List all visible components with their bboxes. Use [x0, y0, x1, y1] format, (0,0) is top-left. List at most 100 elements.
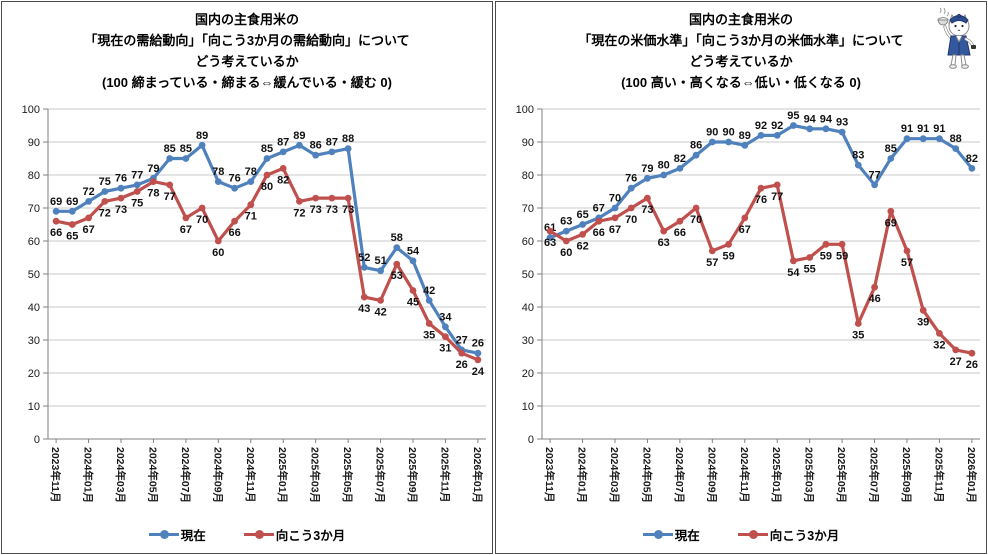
series-current — [546, 122, 976, 242]
svg-text:100: 100 — [516, 104, 534, 116]
gridlines — [48, 108, 486, 407]
svg-text:2024年05月: 2024年05月 — [640, 447, 653, 503]
svg-text:78: 78 — [147, 188, 159, 200]
svg-text:20: 20 — [28, 368, 40, 380]
svg-text:30: 30 — [522, 335, 534, 347]
title-line-4: (100 高い・高くなる⇔低い・低くなる 0) — [621, 75, 861, 90]
svg-text:85: 85 — [180, 143, 192, 155]
svg-text:2024年07月: 2024年07月 — [673, 447, 686, 503]
svg-text:80: 80 — [261, 181, 273, 193]
svg-text:82: 82 — [966, 153, 978, 165]
svg-text:60: 60 — [522, 236, 534, 248]
svg-text:67: 67 — [593, 202, 605, 214]
title-line-3: どう考えているか — [195, 54, 299, 69]
rice-mascot-icon — [937, 7, 976, 69]
svg-text:95: 95 — [787, 110, 799, 122]
series-data-labels: 6163656770767980828690908992929594949383… — [544, 110, 978, 234]
axes — [43, 108, 486, 443]
legend-label-next-3-months: 向こう3か月 — [275, 529, 346, 543]
svg-text:69: 69 — [50, 196, 62, 208]
svg-text:58: 58 — [391, 232, 403, 244]
title-line-4: (100 締まっている・締まる⇔緩んでいる・緩む 0) — [102, 75, 392, 90]
svg-text:76: 76 — [115, 173, 127, 185]
title-line-2: 「現在の需給動向」「向こう3か月の需給動向」について — [84, 33, 410, 48]
svg-text:77: 77 — [131, 169, 143, 181]
svg-text:94: 94 — [804, 113, 817, 125]
svg-text:55: 55 — [804, 264, 816, 276]
svg-text:26: 26 — [966, 359, 978, 371]
svg-text:65: 65 — [576, 209, 588, 221]
svg-text:35: 35 — [423, 330, 435, 342]
svg-text:2025年05月: 2025年05月 — [341, 447, 354, 503]
series-current — [52, 141, 482, 357]
svg-text:2024年11月: 2024年11月 — [738, 447, 751, 502]
svg-text:35: 35 — [852, 330, 864, 342]
svg-text:82: 82 — [674, 153, 686, 165]
svg-text:67: 67 — [82, 224, 94, 236]
svg-text:70: 70 — [28, 203, 40, 215]
svg-text:87: 87 — [326, 136, 338, 148]
svg-text:40: 40 — [28, 302, 40, 314]
supply-demand-legend: 現在 向こう3か月 — [2, 525, 492, 544]
svg-text:34: 34 — [439, 311, 452, 323]
svg-text:2026年01月: 2026年01月 — [471, 447, 484, 503]
price-level-chart-title: 国内の主食用米の 「現在の米価水準」「向こう3か月の米価水準」について どう考え… — [496, 9, 986, 93]
svg-text:94: 94 — [820, 113, 833, 125]
svg-text:65: 65 — [66, 231, 78, 243]
svg-text:90: 90 — [706, 127, 718, 139]
svg-text:78: 78 — [212, 166, 224, 178]
svg-text:2024年01月: 2024年01月 — [82, 447, 95, 503]
svg-text:66: 66 — [593, 227, 605, 239]
svg-text:2025年07月: 2025年07月 — [868, 447, 881, 503]
svg-text:71: 71 — [245, 211, 257, 223]
svg-text:46: 46 — [868, 293, 880, 305]
svg-text:53: 53 — [391, 270, 403, 282]
axis-tick-labels: 0 10 20 30 40 50 60 70 80 90 100 2023年11月 2024年01月 20… — [22, 104, 484, 503]
svg-text:2025年11月: 2025年11月 — [438, 447, 451, 502]
svg-text:66: 66 — [50, 227, 62, 239]
svg-text:45: 45 — [407, 297, 419, 309]
svg-text:91: 91 — [917, 123, 929, 135]
svg-text:20: 20 — [522, 368, 534, 380]
svg-text:82: 82 — [277, 174, 289, 186]
svg-text:59: 59 — [820, 250, 832, 262]
svg-text:2024年01月: 2024年01月 — [576, 447, 589, 503]
svg-text:89: 89 — [739, 130, 751, 142]
svg-text:66: 66 — [674, 227, 686, 239]
svg-text:75: 75 — [99, 176, 111, 188]
svg-text:76: 76 — [755, 194, 767, 206]
svg-text:73: 73 — [641, 204, 653, 216]
svg-text:73: 73 — [342, 204, 354, 216]
svg-text:2024年09月: 2024年09月 — [705, 447, 718, 503]
svg-text:91: 91 — [901, 123, 913, 135]
svg-text:2024年03月: 2024年03月 — [114, 447, 127, 503]
svg-text:85: 85 — [261, 143, 273, 155]
svg-text:87: 87 — [277, 136, 289, 148]
svg-text:69: 69 — [885, 217, 897, 229]
svg-text:2024年07月: 2024年07月 — [179, 447, 192, 503]
svg-text:2025年05月: 2025年05月 — [835, 447, 848, 503]
series-next-3-months — [52, 165, 482, 364]
svg-text:86: 86 — [310, 140, 322, 152]
svg-text:10: 10 — [28, 401, 40, 413]
svg-text:67: 67 — [739, 224, 751, 236]
svg-text:0: 0 — [528, 434, 534, 446]
svg-text:70: 70 — [625, 214, 637, 226]
svg-text:70: 70 — [196, 214, 208, 226]
line-marker-swatch-blue — [642, 530, 673, 539]
svg-text:57: 57 — [901, 257, 913, 269]
svg-text:27: 27 — [950, 356, 962, 368]
svg-text:83: 83 — [852, 150, 864, 162]
svg-text:60: 60 — [560, 247, 572, 259]
svg-text:90: 90 — [28, 137, 40, 149]
svg-text:72: 72 — [293, 207, 305, 219]
svg-text:73: 73 — [115, 204, 127, 216]
title-line-1: 国内の主食用米の — [194, 12, 299, 27]
svg-text:59: 59 — [722, 250, 734, 262]
svg-text:2025年01月: 2025年01月 — [276, 447, 289, 503]
series-data-labels: 66 65 67 72 73 75 78 77 67 70 60 66 71 80 82 72 73 73 73 43… — [50, 174, 485, 377]
svg-text:26: 26 — [472, 338, 484, 350]
svg-text:2025年03月: 2025年03月 — [309, 447, 322, 503]
svg-text:40: 40 — [522, 302, 534, 314]
